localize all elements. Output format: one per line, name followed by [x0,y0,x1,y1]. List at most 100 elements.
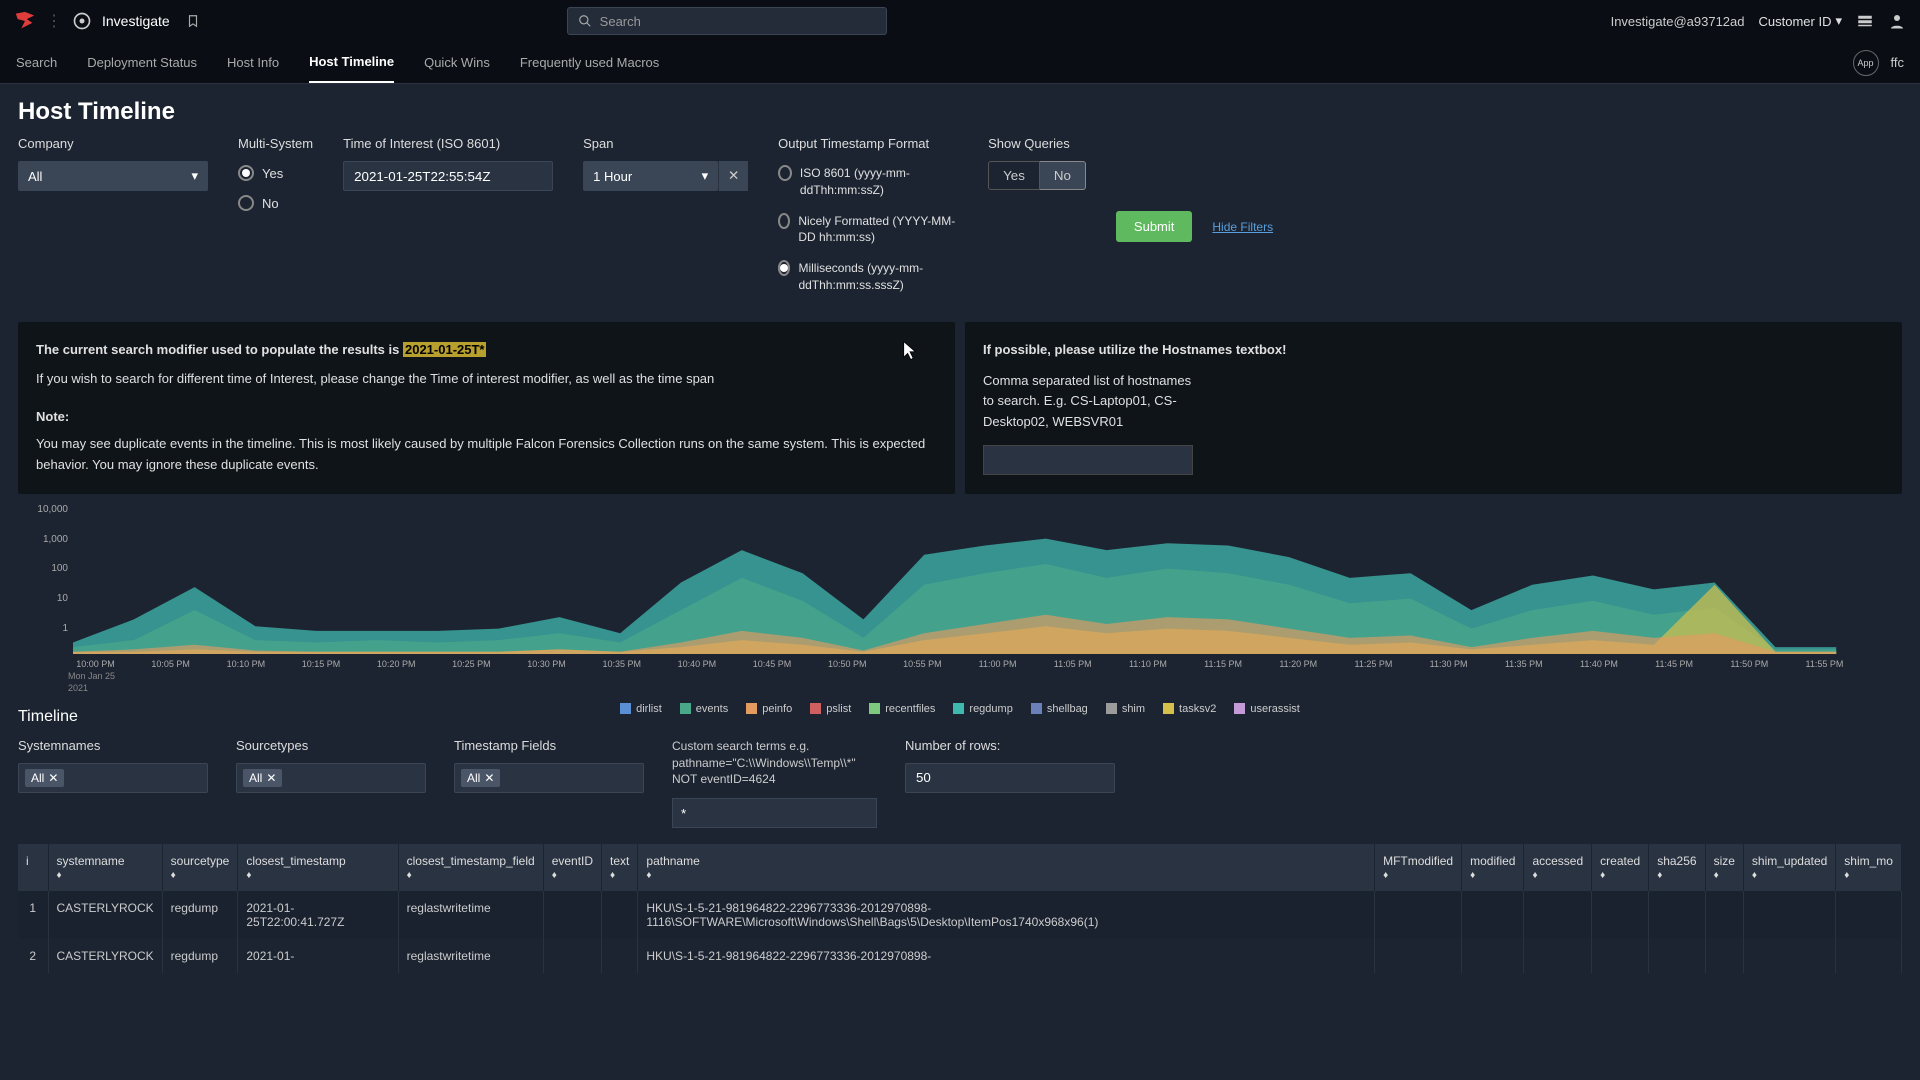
tab-search[interactable]: Search [16,43,57,82]
multi-system-no[interactable]: No [238,195,313,211]
column-header[interactable]: modified♦ [1462,844,1524,891]
column-header[interactable]: systemname♦ [48,844,162,891]
legend-item[interactable]: recentfiles [869,703,935,715]
timeline-chart[interactable]: 10,000 1,000 100 10 1 10:00 PM10:05 PM10… [18,504,1902,694]
page-title: Host Timeline [18,98,1902,126]
column-header[interactable]: text♦ [602,844,638,891]
column-header[interactable]: pathname♦ [638,844,1375,891]
tab-macros[interactable]: Frequently used Macros [520,43,659,82]
tab-host-info[interactable]: Host Info [227,43,279,82]
tab-quick-wins[interactable]: Quick Wins [424,43,490,82]
global-search-input[interactable]: Search [567,7,887,35]
legend-item[interactable]: shim [1106,703,1145,715]
column-header[interactable]: shim_updated♦ [1743,844,1835,891]
hostnames-input[interactable] [983,445,1193,475]
submit-button[interactable]: Submit [1116,211,1192,242]
radio-icon [238,195,254,211]
rows-label: Number of rows: [905,738,1115,753]
close-icon[interactable]: ✕ [484,771,494,785]
clear-span-button[interactable]: ✕ [718,161,748,191]
span-dropdown[interactable]: 1 Hour ▾ [583,161,718,191]
breadcrumb[interactable]: Investigate [102,13,170,29]
radio-icon [778,213,790,229]
output-milliseconds[interactable]: Milliseconds (yyyy-mm-ddThh:mm:ss.sssZ) [778,260,958,294]
y-axis: 10,000 1,000 100 10 1 [18,504,68,634]
legend-item[interactable]: dirlist [620,703,662,715]
column-header[interactable]: accessed♦ [1524,844,1592,891]
search-placeholder: Search [600,14,641,29]
sourcetypes-label: Sourcetypes [236,738,426,753]
column-header[interactable]: i [18,844,48,891]
column-header[interactable]: MFTmodified♦ [1375,844,1462,891]
ffc-label: ffc [1891,55,1905,70]
legend-item[interactable]: events [680,703,728,715]
timestamp-fields-label: Timestamp Fields [454,738,644,753]
show-queries-no[interactable]: No [1040,161,1086,190]
rows-input[interactable] [905,763,1115,793]
column-header[interactable]: sourcetype♦ [162,844,238,891]
table-row[interactable]: 2CASTERLYROCKregdump2021-01-reglastwrite… [18,939,1902,973]
legend-item[interactable]: regdump [953,703,1012,715]
close-icon[interactable]: ✕ [48,771,58,785]
results-table: isystemname♦sourcetype♦closest_timestamp… [18,844,1902,973]
sourcetypes-input[interactable]: All✕ [236,763,426,793]
column-header[interactable]: eventID♦ [543,844,601,891]
filters-form: Company All ▾ Multi-System Yes No Time o… [18,136,1902,298]
radio-icon [778,260,790,276]
custom-search-label: Custom search terms e.g. pathname="C:\\W… [672,738,872,788]
column-header[interactable]: size♦ [1705,844,1743,891]
x-axis-date: Mon Jan 25 [18,671,1902,681]
search-icon [578,14,592,28]
target-icon[interactable] [72,11,92,31]
app-badge[interactable]: App [1853,50,1879,76]
custom-search-input[interactable] [672,798,877,828]
legend-item[interactable]: userassist [1234,703,1300,715]
company-label: Company [18,136,208,151]
legend-item[interactable]: pslist [810,703,851,715]
systemnames-input[interactable]: All✕ [18,763,208,793]
show-queries-label: Show Queries [988,136,1086,151]
bookmark-icon[interactable] [186,14,200,28]
column-header[interactable]: closest_timestamp_field♦ [398,844,543,891]
company-dropdown[interactable]: All ▾ [18,161,208,191]
radio-icon [238,165,254,181]
search-modifier-value: 2021-01-25T* [403,342,487,357]
close-icon[interactable]: ✕ [266,771,276,785]
timestamp-fields-input[interactable]: All✕ [454,763,644,793]
search-modifier-info: The current search modifier used to popu… [18,322,955,494]
legend-item[interactable]: peinfo [746,703,792,715]
falcon-logo-icon[interactable] [14,10,36,32]
stack-icon[interactable] [1856,12,1874,30]
time-input[interactable] [343,161,553,191]
customer-id-dropdown[interactable]: Customer ID ▾ [1759,13,1843,29]
table-row[interactable]: 1CASTERLYROCKregdump2021-01-25T22:00:41.… [18,891,1902,939]
time-label: Time of Interest (ISO 8601) [343,136,553,151]
separator: ⋮ [46,11,62,31]
user-email: Investigate@a93712ad [1611,14,1745,29]
column-header[interactable]: closest_timestamp♦ [238,844,398,891]
nav-tabs: Search Deployment Status Host Info Host … [0,42,1920,84]
systemnames-label: Systemnames [18,738,208,753]
hide-filters-link[interactable]: Hide Filters [1212,220,1273,234]
chevron-down-icon: ▾ [1835,13,1842,29]
multi-system-label: Multi-System [238,136,313,151]
tab-host-timeline[interactable]: Host Timeline [309,42,394,83]
x-axis-year: 2021 [18,683,1902,693]
chart-svg [73,504,1897,654]
x-axis: 10:00 PM10:05 PM10:10 PM10:15 PM10:20 PM… [18,659,1902,669]
multi-system-yes[interactable]: Yes [238,165,313,181]
topbar: ⋮ Investigate Search Investigate@a93712a… [0,0,1920,42]
column-header[interactable]: sha256♦ [1649,844,1705,891]
column-header[interactable]: created♦ [1592,844,1649,891]
column-header[interactable]: shim_mo♦ [1836,844,1902,891]
user-icon[interactable] [1888,12,1906,30]
output-nicely[interactable]: Nicely Formatted (YYYY-MM-DD hh:mm:ss) [778,213,958,247]
show-queries-yes[interactable]: Yes [988,161,1040,190]
hostnames-info: If possible, please utilize the Hostname… [965,322,1902,494]
legend-item[interactable]: shellbag [1031,703,1088,715]
customer-id-label: Customer ID [1759,14,1832,29]
legend-item[interactable]: tasksv2 [1163,703,1216,715]
tab-deployment-status[interactable]: Deployment Status [87,43,197,82]
output-iso8601[interactable]: ISO 8601 (yyyy-mm-ddThh:mm:ssZ) [778,165,958,199]
radio-icon [778,165,792,181]
